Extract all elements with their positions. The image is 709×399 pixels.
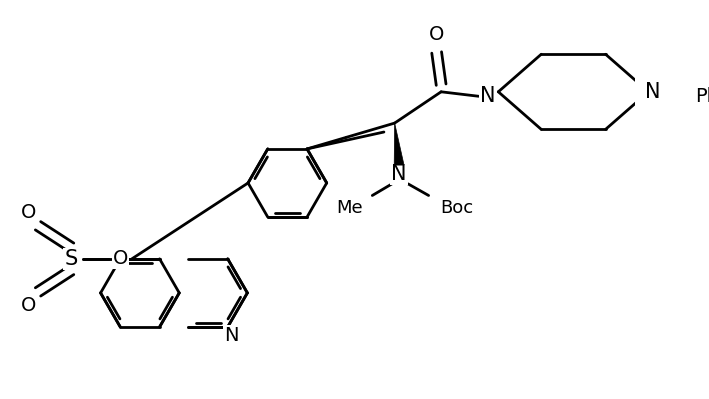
Text: S: S — [65, 249, 78, 269]
Text: O: O — [113, 249, 128, 269]
Text: O: O — [429, 25, 445, 44]
Polygon shape — [394, 123, 404, 165]
Text: N: N — [480, 86, 496, 106]
Text: Boc: Boc — [441, 199, 474, 217]
Text: O: O — [21, 296, 36, 315]
Text: N: N — [391, 164, 407, 184]
Text: N: N — [645, 82, 661, 102]
Text: O: O — [21, 203, 36, 222]
Text: Ph: Ph — [696, 87, 709, 106]
Text: Me: Me — [337, 199, 363, 217]
Text: N: N — [224, 326, 238, 346]
